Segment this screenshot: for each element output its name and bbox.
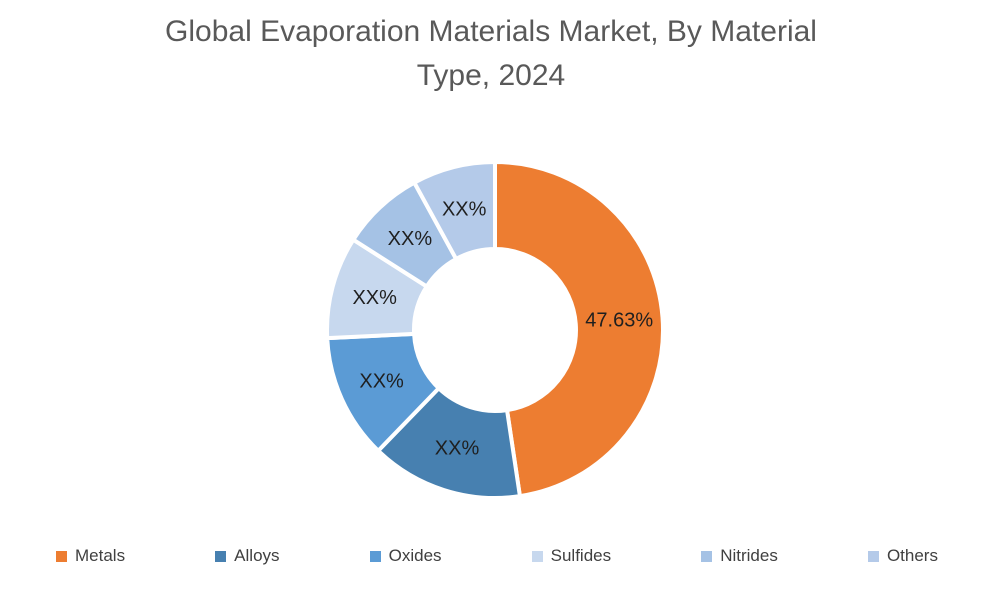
segment-metals — [493, 159, 665, 499]
legend-item-nitrides: Nitrides — [701, 544, 778, 568]
legend-item-metals: Metals — [56, 544, 125, 568]
legend-swatch-nitrides — [701, 550, 713, 562]
legend-item-alloys: Alloys — [215, 544, 280, 568]
legend-item-others: Others — [867, 544, 938, 568]
chart-title-line-2: Type, 2024 — [416, 59, 566, 92]
chart-legend: Metals Alloys Oxides Sulfides Nitrides Others — [56, 544, 938, 568]
legend-label-metals: Metals — [75, 546, 126, 565]
legend-label-sulfides: Sulfides — [550, 546, 612, 565]
legend-label-alloys: Alloys — [234, 546, 280, 565]
legend-swatch-metals — [56, 550, 67, 562]
segment-label-nitrides: XX% — [388, 228, 433, 250]
segment-label-alloys: XX% — [435, 438, 480, 460]
legend-swatch-sulfides — [531, 550, 543, 562]
segment-label-oxides: XX% — [359, 370, 404, 392]
segment-label-others: XX% — [442, 198, 487, 220]
legend-label-oxides: Oxides — [388, 546, 442, 565]
chart-title-line-1: Global Evaporation Materials Market, By … — [165, 15, 817, 48]
segment-label-sulfides: XX% — [352, 287, 397, 309]
legend-item-oxides: Oxides — [369, 544, 442, 568]
legend-swatch-alloys — [215, 550, 227, 562]
segment-others — [411, 159, 497, 262]
legend-label-nitrides: Nitrides — [720, 546, 778, 565]
segment-label-metals: 47.63% — [585, 310, 653, 332]
legend-label-others: Others — [886, 546, 938, 565]
chart-title: Global Evaporation Materials Market, By … — [0, 10, 982, 98]
legend-swatch-others — [867, 550, 879, 562]
legend-item-sulfides: Sulfides — [531, 544, 612, 568]
legend-swatch-oxides — [369, 550, 381, 562]
